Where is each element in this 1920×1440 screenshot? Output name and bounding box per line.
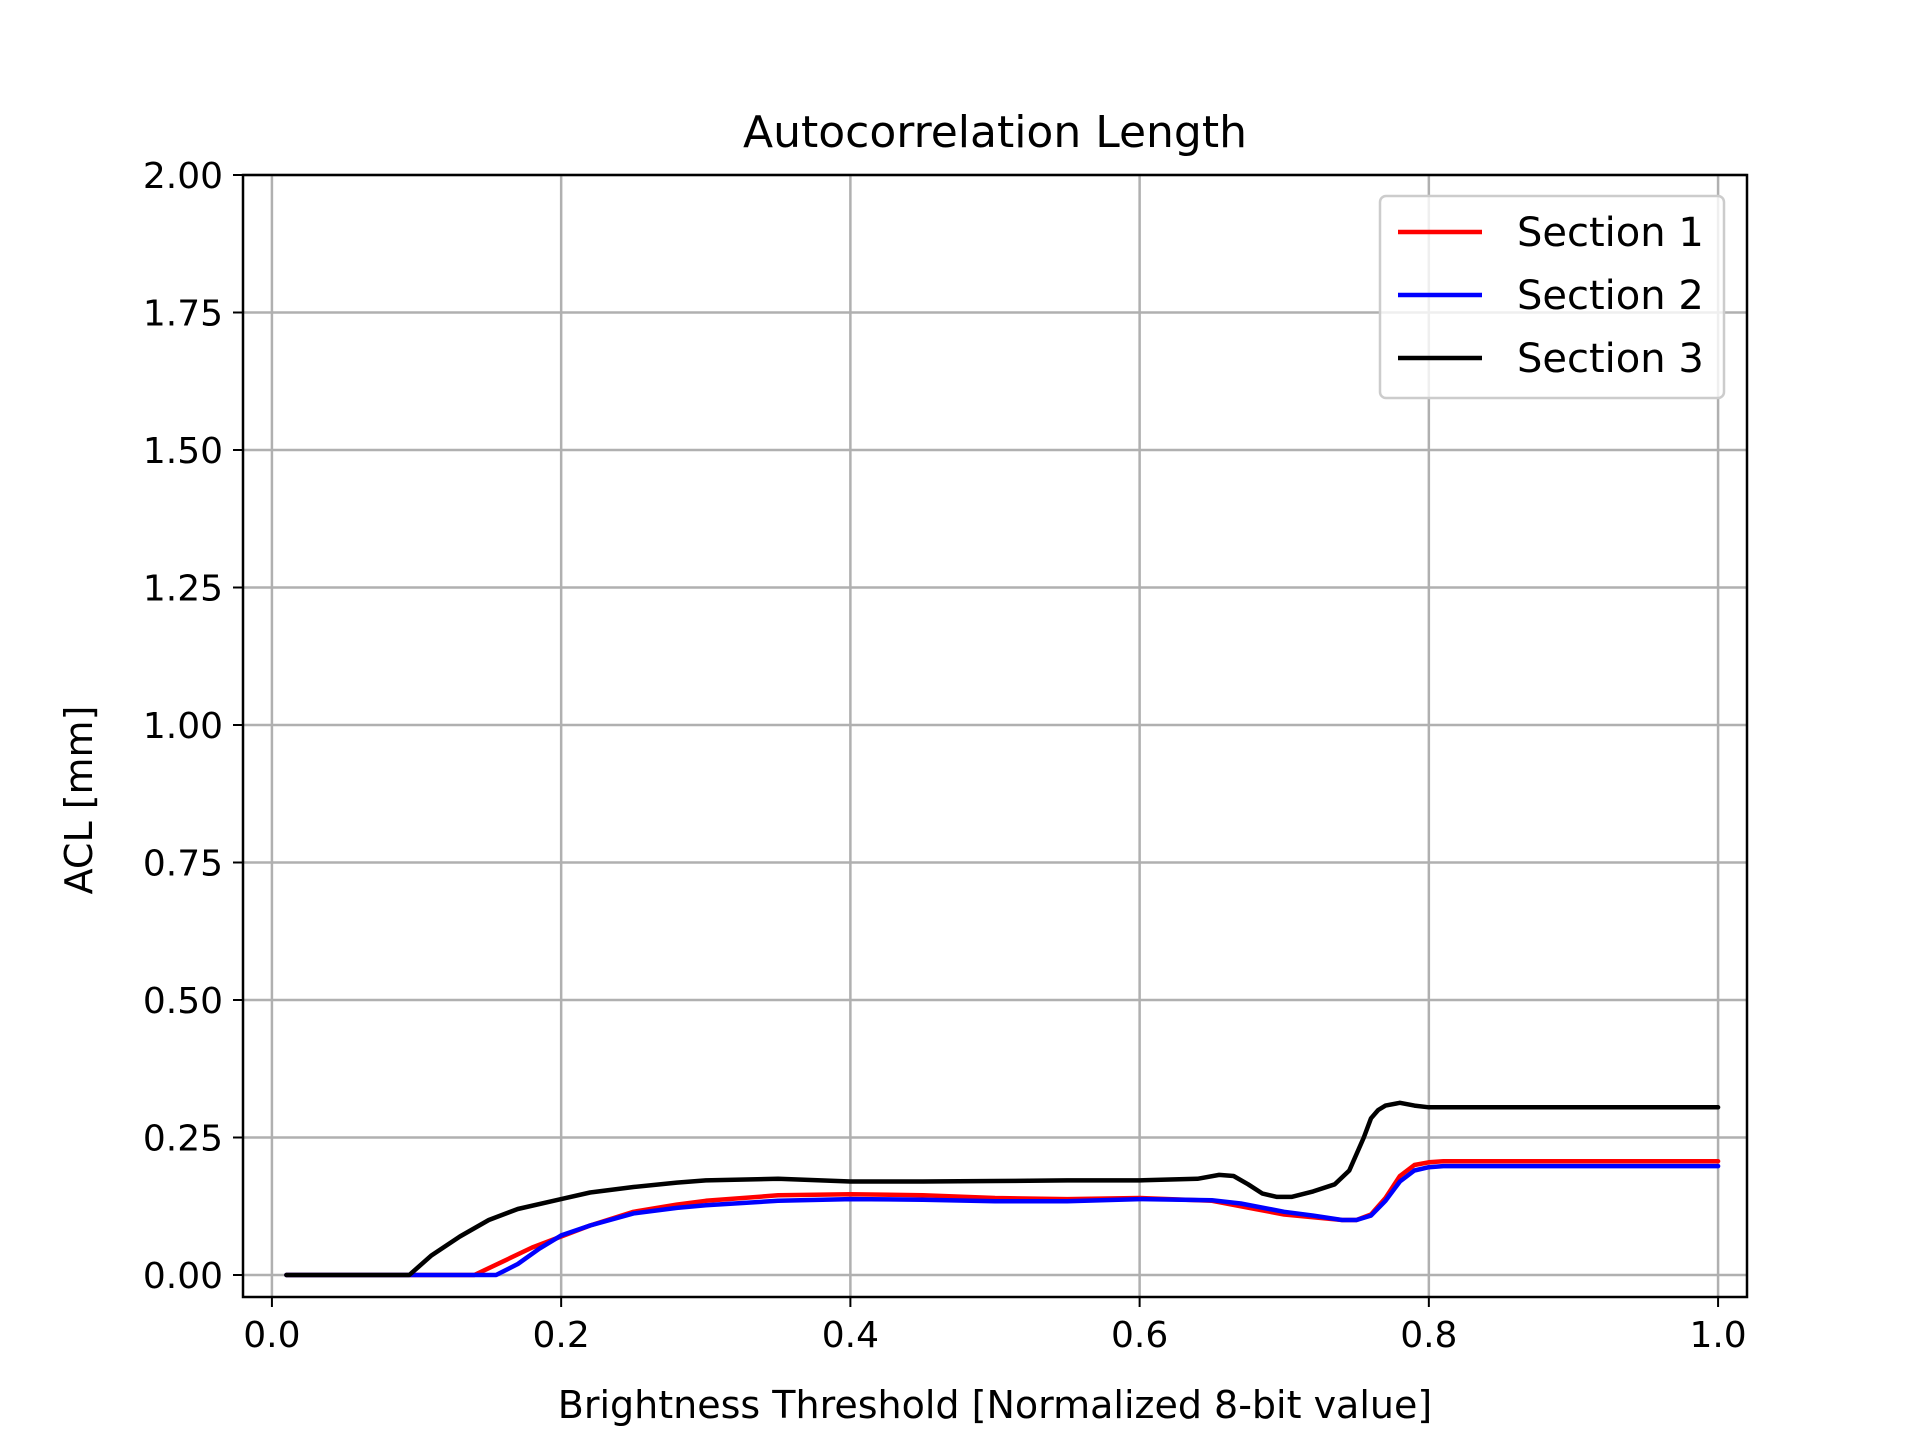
y-tick-label: 0.75	[143, 844, 223, 885]
x-tick-label: 0.8	[1400, 1315, 1457, 1356]
x-tick-label: 0.0	[243, 1315, 300, 1356]
x-tick-label: 0.4	[822, 1315, 879, 1356]
x-tick-label: 0.2	[533, 1315, 590, 1356]
x-tick-label: 0.6	[1111, 1315, 1168, 1356]
y-tick-label: 0.50	[143, 981, 223, 1022]
tick-layer: 0.0 0.2 0.4 0.6 0.8 1.0 0.00 0.25 0.50 0.75 1.00 1.…	[143, 156, 1747, 1356]
series-layer	[284, 1100, 1721, 1278]
legend-label-section-3: Section 3	[1517, 336, 1704, 382]
y-tick-label: 0.00	[143, 1256, 223, 1297]
y-tick-label: 2.00	[143, 156, 223, 197]
legend-label-section-1: Section 1	[1517, 210, 1704, 256]
series-line-section-3	[284, 1100, 1721, 1278]
legend-label-section-2: Section 2	[1517, 273, 1704, 319]
legend: Section 1 Section 2 Section 3	[1378, 194, 1726, 400]
y-tick-label: 1.25	[143, 569, 223, 610]
y-axis-label: ACL [mm]	[57, 706, 101, 895]
x-tick-label: 1.0	[1689, 1315, 1746, 1356]
y-tick-label: 1.75	[143, 294, 223, 335]
y-tick-label: 1.50	[143, 431, 223, 472]
series-line-section-2	[284, 1163, 1721, 1278]
plot-frame	[241, 173, 1749, 1299]
chart-title: Autocorrelation Length	[743, 107, 1247, 158]
x-axis-label: Brightness Threshold [Normalized 8-bit v…	[558, 1383, 1432, 1427]
y-tick-label: 0.25	[143, 1119, 223, 1160]
legend-frame	[1378, 194, 1726, 400]
y-tick-label: 1.00	[143, 706, 223, 747]
